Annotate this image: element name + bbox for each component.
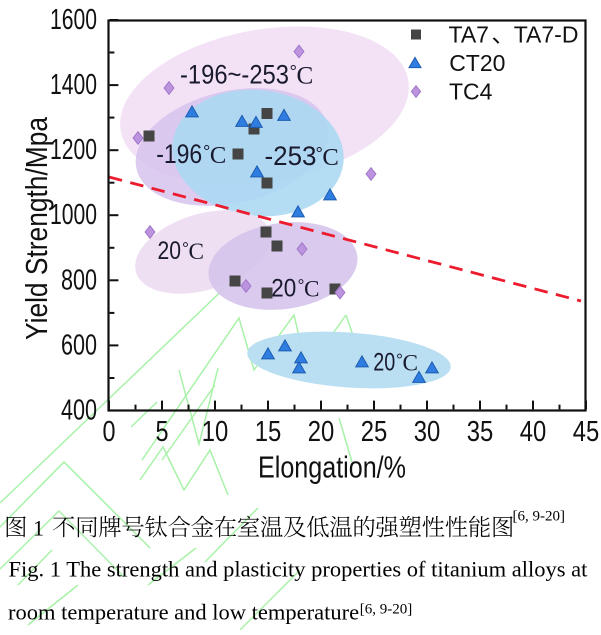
svg-text:5: 5 (156, 416, 169, 448)
svg-text:15: 15 (255, 416, 282, 448)
svg-text:[6, 9-20]: [6, 9-20] (360, 602, 413, 618)
svg-text:TC4: TC4 (449, 79, 493, 105)
svg-text:°: ° (316, 143, 323, 164)
svg-text:1: 1 (33, 516, 44, 541)
svg-text:45: 45 (573, 416, 600, 448)
svg-text:-196~-253: -196~-253 (180, 59, 289, 89)
svg-text:1400: 1400 (50, 69, 97, 101)
svg-text:C: C (304, 276, 319, 302)
svg-text:°: ° (182, 238, 189, 258)
svg-text:C: C (322, 144, 338, 171)
svg-text:C: C (297, 62, 314, 89)
svg-text:room temperature and low tempe: room temperature and low temperature (8, 600, 359, 625)
svg-text:1600: 1600 (50, 4, 97, 36)
svg-text:20: 20 (158, 237, 182, 265)
svg-text:C: C (210, 142, 226, 169)
svg-text:°: ° (203, 141, 210, 162)
svg-text:35: 35 (467, 416, 494, 448)
svg-text:°: ° (396, 350, 403, 370)
svg-text:1000: 1000 (50, 199, 97, 231)
svg-text:CT20: CT20 (449, 50, 505, 76)
svg-text:Fig. 1 The strength and plasti: Fig. 1 The strength and plasticity prope… (9, 557, 589, 582)
svg-text:20: 20 (373, 349, 395, 377)
svg-text:°: ° (290, 62, 298, 83)
svg-text:-196: -196 (156, 139, 202, 169)
svg-text:400: 400 (61, 395, 97, 427)
svg-text:30: 30 (414, 416, 441, 448)
svg-text:C: C (189, 239, 204, 265)
svg-text:40: 40 (520, 416, 547, 448)
svg-text:20: 20 (308, 416, 335, 448)
svg-text:600: 600 (61, 329, 97, 361)
svg-text:Yield Strength/Mpa: Yield Strength/Mpa (20, 117, 54, 340)
svg-text:[6, 9-20]: [6, 9-20] (513, 509, 566, 525)
svg-text:0: 0 (103, 416, 116, 448)
svg-text:10: 10 (202, 416, 229, 448)
svg-text:TA7-D: TA7-D (514, 22, 579, 48)
svg-text:C: C (403, 351, 418, 377)
svg-text:800: 800 (61, 264, 97, 296)
svg-text:-253: -253 (265, 141, 317, 171)
svg-text:25: 25 (361, 416, 388, 448)
svg-text:°: ° (298, 276, 305, 296)
svg-text:20: 20 (271, 274, 296, 302)
svg-text:TA7: TA7 (449, 22, 489, 48)
svg-text:1200: 1200 (50, 134, 97, 166)
svg-text:Elongation/%: Elongation/% (258, 450, 406, 484)
